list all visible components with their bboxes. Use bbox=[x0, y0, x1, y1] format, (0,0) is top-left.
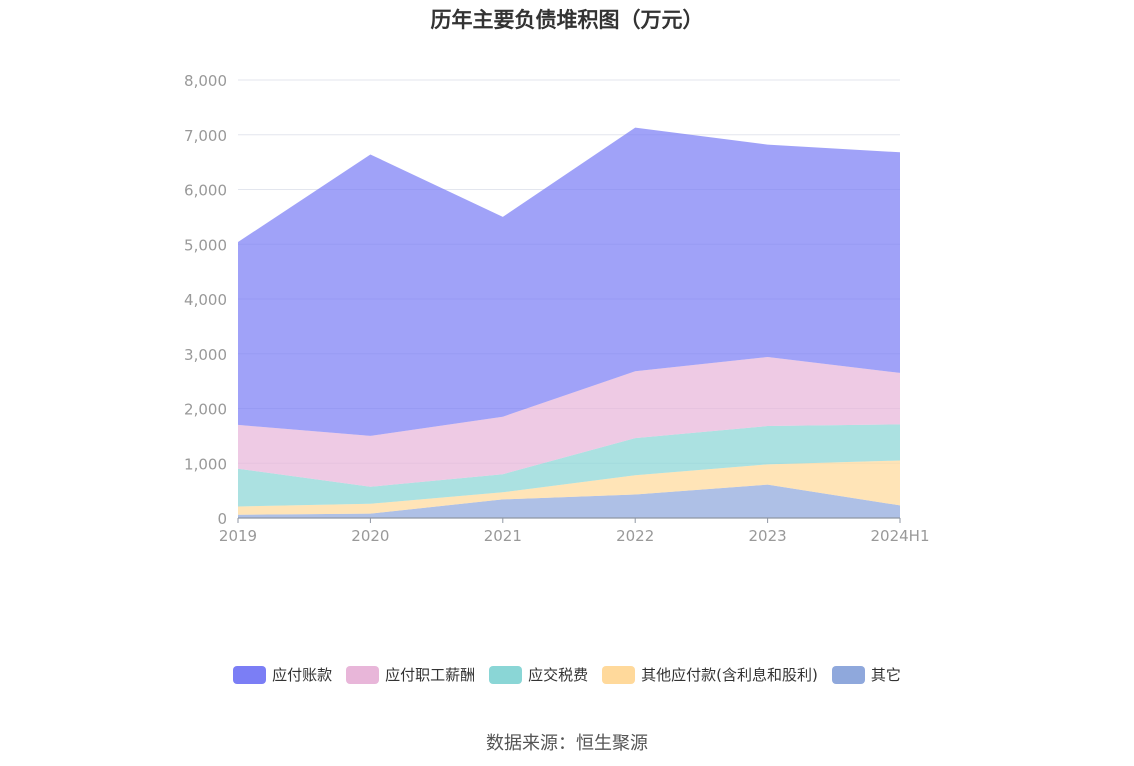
y-tick-label: 4,000 bbox=[184, 291, 227, 309]
legend-item[interactable]: 应付职工薪酬 bbox=[346, 664, 475, 685]
area-series-5 bbox=[238, 484, 900, 518]
legend-label: 其他应付款(含利息和股利) bbox=[641, 666, 818, 684]
y-tick-label: 6,000 bbox=[184, 182, 227, 200]
legend-label: 其它 bbox=[870, 666, 901, 684]
axes: 0 1,000 2,000 3,000 4,000 5,000 6,000 7,000 8,00… bbox=[184, 72, 929, 545]
legend-item[interactable]: 其他应付款(含利息和股利) bbox=[602, 664, 818, 685]
legend-label: 应付账款 bbox=[272, 666, 333, 684]
source-note: 数据来源：恒生聚源 bbox=[486, 733, 648, 754]
x-tick-label: 2023 bbox=[749, 527, 787, 545]
legend: 应付账款 应付职工薪酬 应交税费 其他应付款(含利息和股利) 其它 bbox=[0, 664, 1134, 685]
y-tick-label: 5,000 bbox=[184, 236, 227, 254]
area-series-1 bbox=[238, 127, 900, 436]
x-tick-label: 2020 bbox=[351, 527, 389, 545]
area-series-3 bbox=[238, 424, 900, 507]
legend-swatch bbox=[831, 665, 865, 684]
legend-label: 应付职工薪酬 bbox=[385, 666, 476, 684]
area-series-4 bbox=[238, 460, 900, 515]
area-series-2 bbox=[238, 357, 900, 487]
legend-swatch bbox=[602, 665, 636, 684]
y-tick-label: 7,000 bbox=[184, 127, 227, 145]
area-series bbox=[238, 127, 900, 518]
y-tick-label: 1,000 bbox=[184, 455, 227, 473]
chart-title: 历年主要负债堆积图（万元） bbox=[430, 8, 704, 32]
legend-item[interactable]: 应付账款 bbox=[233, 664, 332, 685]
legend-item[interactable]: 应交税费 bbox=[489, 664, 588, 685]
y-tick-label: 8,000 bbox=[184, 72, 227, 90]
y-tick-label: 3,000 bbox=[184, 346, 227, 364]
x-tick-label: 2024H1 bbox=[871, 527, 930, 545]
y-tick-label: 0 bbox=[217, 510, 227, 528]
legend-swatch bbox=[233, 665, 267, 684]
x-tick-label: 2021 bbox=[484, 527, 522, 545]
x-tick-label: 2022 bbox=[616, 527, 654, 545]
legend-swatch bbox=[346, 665, 380, 684]
legend-item[interactable]: 其它 bbox=[831, 664, 901, 685]
legend-label: 应交税费 bbox=[528, 666, 589, 684]
x-tick-label: 2019 bbox=[219, 527, 257, 545]
legend-swatch bbox=[489, 665, 523, 684]
y-tick-label: 2,000 bbox=[184, 401, 227, 419]
